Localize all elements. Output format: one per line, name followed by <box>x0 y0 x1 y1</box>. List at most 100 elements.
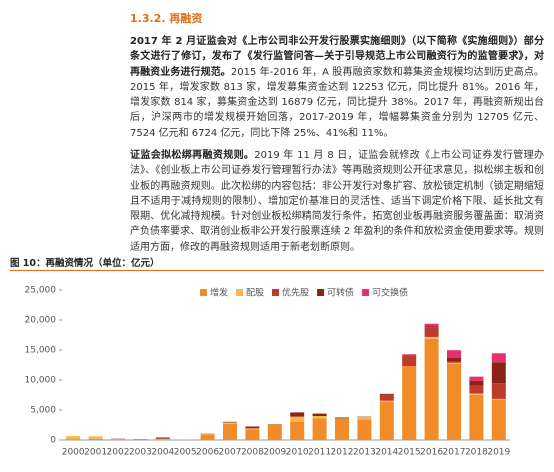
bold-lead: 2017 年 2 月证监会对《上市公司非公开发行股票实施细则》（以下简称《实施细… <box>130 36 544 78</box>
bar-segment <box>223 423 237 440</box>
bar-segment <box>267 425 282 440</box>
bar-segment <box>267 424 282 425</box>
bar-segment <box>290 412 305 417</box>
bold-lead: 证监会拟松绑再融资规则。 <box>130 150 255 161</box>
bar-segment <box>379 401 394 440</box>
x-tick-label: 2016 <box>420 448 443 458</box>
bar-segment <box>200 434 215 440</box>
paragraph: 2017 年 2 月证监会对《上市公司非公开发行股票实施细则》（以下简称《实施细… <box>130 34 544 141</box>
bar-segment <box>155 438 170 440</box>
x-tick-label: 2006 <box>196 448 219 458</box>
bar-segment <box>335 418 349 419</box>
y-tick-label: 15,000 <box>25 346 57 356</box>
y-tick-label: 25,000 <box>25 286 57 296</box>
bar-segment <box>491 383 506 399</box>
legend-label: 可交换债 <box>372 287 408 299</box>
bar-segment <box>447 358 461 362</box>
bar-segment <box>111 439 125 440</box>
bar-segment <box>155 437 170 439</box>
y-tick-label: 0 <box>50 436 56 446</box>
y-tick-label: 20,000 <box>25 316 57 326</box>
bar-segment <box>357 419 372 440</box>
bar-segment <box>223 422 237 424</box>
section-heading: 1.3.2. 再融资 <box>130 12 203 25</box>
bar-segment <box>88 436 103 439</box>
x-tick-label: 2013 <box>353 448 376 458</box>
bar-segment <box>66 439 81 440</box>
bar-segment <box>424 323 439 327</box>
bar-segment <box>379 395 394 401</box>
bar-segment <box>379 394 394 396</box>
x-tick-label: 2017 <box>443 448 466 458</box>
x-tick-label: 2007 <box>219 448 242 458</box>
bar-segment <box>312 418 327 440</box>
bar-segment <box>491 362 506 384</box>
bar-segment <box>402 354 417 357</box>
legend-swatch <box>200 289 207 296</box>
bar-segment <box>469 394 484 440</box>
legend-swatch <box>272 289 280 296</box>
x-tick-label: 2000 <box>62 448 85 458</box>
bar-segment <box>357 416 372 420</box>
legend-label: 增发 <box>210 287 228 299</box>
body-text: 2015 年-2016 年，A 股再融资家数和募集资金规模均达到历史高点。201… <box>130 66 545 139</box>
bar-segment <box>469 376 484 381</box>
x-tick-label: 2003 <box>129 448 152 458</box>
bar-segment <box>402 356 417 357</box>
figure-title: 图 10：再融资情况（单位：亿元） <box>10 258 160 269</box>
x-tick-label: 2019 <box>487 448 510 458</box>
bar-segment <box>379 400 394 402</box>
legend-swatch <box>236 289 244 296</box>
figure-rule <box>10 270 544 271</box>
bar-segment <box>447 363 461 440</box>
legend-label: 配股 <box>246 288 264 299</box>
x-tick-label: 2004 <box>151 448 174 458</box>
bar-segment <box>88 438 103 440</box>
x-tick-label: 2001 <box>84 448 107 458</box>
bar-segment <box>447 350 461 359</box>
bar-segment <box>424 327 439 337</box>
bar-segment <box>335 417 349 419</box>
x-tick-label: 2011 <box>308 448 331 458</box>
paragraph: 证监会拟松绑再融资规则。2019 年 11 月 8 日，证监会就修改《上市公司证… <box>130 148 544 255</box>
legend-label: 优先股 <box>282 287 309 299</box>
y-tick-label: 5,000 <box>30 406 56 416</box>
x-tick-label: 2008 <box>241 448 264 458</box>
bar-segment <box>469 385 484 394</box>
bar-segment <box>424 338 439 440</box>
x-tick-label: 2009 <box>263 448 286 458</box>
legend-label: 可转债 <box>327 287 354 299</box>
bar-segment <box>491 399 506 440</box>
bar-segment <box>469 393 484 395</box>
bar-segment <box>312 416 327 419</box>
bar-segment <box>491 398 506 400</box>
x-tick-label: 2018 <box>465 448 488 458</box>
bar-segment <box>469 380 484 386</box>
bar-segment <box>290 416 305 422</box>
bar-segment <box>491 353 506 363</box>
bar-segment <box>290 422 305 440</box>
legend-swatch <box>317 289 325 296</box>
bar-segment <box>66 436 81 440</box>
y-tick-label: 10,000 <box>25 376 57 386</box>
bar-segment <box>245 426 260 429</box>
bar-segment <box>155 439 170 440</box>
bar-segment <box>335 419 349 440</box>
bar-segment <box>402 356 417 367</box>
bar-segment <box>245 428 260 430</box>
bar-segment <box>312 413 327 416</box>
legend-swatch <box>362 289 370 296</box>
x-tick-label: 2010 <box>286 448 309 458</box>
bar-segment <box>447 362 461 364</box>
x-tick-label: 2002 <box>107 448 130 458</box>
bar-segment <box>424 326 439 328</box>
x-tick-label: 2012 <box>331 448 354 458</box>
bar-segment <box>424 336 439 339</box>
x-tick-label: 2005 <box>174 448 197 458</box>
body-text: 2019 年 11 月 8 日，证监会就修改《上市公司证券发行管理办法》、《创业… <box>130 150 545 253</box>
bar-segment <box>223 421 237 423</box>
x-tick-label: 2015 <box>398 448 421 458</box>
bar-segment <box>245 429 260 440</box>
